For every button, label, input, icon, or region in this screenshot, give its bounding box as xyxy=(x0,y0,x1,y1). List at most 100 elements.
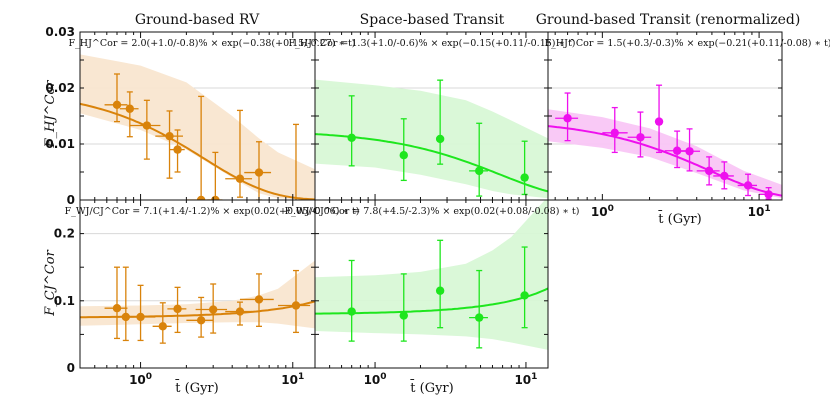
plot-area xyxy=(548,32,782,200)
data-point-3 xyxy=(435,239,445,329)
data-marker xyxy=(173,145,182,154)
data-marker xyxy=(254,168,264,177)
data-marker xyxy=(165,131,174,141)
data-point-9 xyxy=(244,141,272,200)
data-point-8 xyxy=(225,301,253,326)
plot-area xyxy=(80,233,315,344)
y-tick-label: 0 xyxy=(67,193,75,207)
data-point-9 xyxy=(737,173,758,197)
data-point-6 xyxy=(677,128,701,172)
x-tick-label: 100 xyxy=(591,204,614,219)
data-point-4 xyxy=(654,84,664,154)
panel-rv-hot-jupiter: 0 0.01 0.02 0.03 xyxy=(45,25,316,207)
data-point-1 xyxy=(555,92,579,142)
fit-formula-rv-hj: F_HJ^Cor = 2.0(+1.0/-0.8)% × exp(−0.38(+… xyxy=(68,38,355,49)
data-marker xyxy=(112,100,122,110)
data-point-7 xyxy=(195,283,228,334)
data-point-8 xyxy=(713,161,734,190)
data-point-10 xyxy=(278,269,311,334)
data-marker xyxy=(142,121,152,130)
data-marker xyxy=(196,195,206,200)
data-marker xyxy=(704,166,714,176)
data-marker xyxy=(173,304,182,314)
fit-formula-space-cj: F_WJ/CJ^Cor = 7.8(+4.5/-2.3)% × exp(0.02… xyxy=(285,206,580,217)
data-point-4 xyxy=(152,302,172,344)
x-axis-label-rv: t̄ (Gyr) xyxy=(175,379,219,396)
data-point-3 xyxy=(121,284,156,342)
panel-space-hot-jupiter xyxy=(314,31,549,201)
data-marker xyxy=(235,307,245,316)
data-marker xyxy=(654,117,664,126)
data-marker xyxy=(291,301,301,310)
confidence-band xyxy=(80,54,315,200)
data-marker xyxy=(208,305,218,314)
panel-rv-cold-jupiter: 0 0.1 0.2 100 101 xyxy=(54,199,316,387)
data-point-5 xyxy=(169,129,185,173)
fit-curve xyxy=(548,125,782,197)
confidence-band xyxy=(315,79,548,199)
data-point-6 xyxy=(186,296,214,338)
data-point-10 xyxy=(292,123,299,200)
fit-formula-space-hj: F_HJ^Cor = 1.3(+1.0/-0.6)% × exp(−0.15(+… xyxy=(288,38,575,49)
data-marker xyxy=(563,114,572,123)
panel-frame xyxy=(314,199,549,369)
data-point-4 xyxy=(469,122,488,197)
data-point-5 xyxy=(520,140,529,196)
y-tick-label: 0.2 xyxy=(54,227,75,241)
data-point-5 xyxy=(520,246,529,329)
panel-space-cold-jupiter: 100 101 xyxy=(314,199,549,387)
x-tick-label: 100 xyxy=(364,372,387,387)
data-point-2 xyxy=(116,266,134,342)
data-point-3 xyxy=(435,79,445,165)
fit-formula-ground-hj: F_HJ^Cor = 1.5(+0.3/-0.3)% × exp(−0.21(+… xyxy=(544,38,830,49)
data-marker xyxy=(254,295,264,304)
data-marker xyxy=(235,174,245,183)
y-tick-label: 0.02 xyxy=(45,81,75,95)
data-point-8 xyxy=(225,109,253,198)
x-axis-label-ground: t̄ (Gyr) xyxy=(658,210,702,227)
data-point-1 xyxy=(347,259,356,342)
data-marker xyxy=(743,181,753,190)
data-marker xyxy=(399,311,408,320)
data-point-4 xyxy=(155,110,183,179)
data-point-2 xyxy=(399,273,408,342)
x-tick-label: 101 xyxy=(281,372,304,387)
x-tick-label: 101 xyxy=(514,372,537,387)
data-marker xyxy=(136,312,145,322)
data-marker xyxy=(720,171,729,181)
panel-title-rv: Ground-based RV xyxy=(135,12,260,28)
data-point-10 xyxy=(759,187,777,200)
data-point-4 xyxy=(469,269,488,349)
data-point-6 xyxy=(186,95,214,200)
data-marker xyxy=(347,133,356,143)
data-marker xyxy=(112,303,122,313)
data-point-1 xyxy=(104,266,128,340)
data-point-9 xyxy=(239,273,274,327)
y-tick-label: 0 xyxy=(67,361,75,375)
data-marker xyxy=(125,104,135,113)
data-point-3 xyxy=(627,111,652,158)
y-tick-label: 0.03 xyxy=(45,25,75,39)
data-point-1 xyxy=(347,95,356,167)
panel-title-ground: Ground-based Transit (renormalized) xyxy=(536,12,801,28)
panel-title-space: Space-based Transit xyxy=(360,12,505,28)
data-marker xyxy=(399,151,408,160)
x-axis-label-space: t̄ (Gyr) xyxy=(410,379,454,396)
data-marker xyxy=(347,307,356,316)
fit-formula-rv-cj: F_WJ/CJ^Cor = 7.1(+1.4/-1.2)% × exp(0.02… xyxy=(65,206,360,217)
data-marker xyxy=(158,322,168,331)
x-tick-label: 100 xyxy=(129,372,152,387)
data-marker xyxy=(636,133,645,142)
data-marker xyxy=(435,286,445,295)
data-point-1 xyxy=(104,73,128,123)
plot-area xyxy=(315,200,548,350)
confidence-band xyxy=(315,200,548,350)
data-marker xyxy=(520,173,529,182)
fit-curve xyxy=(80,102,315,200)
data-point-7 xyxy=(696,156,720,186)
panel-ground-hot-jupiter: 100 101 xyxy=(547,31,783,219)
y-axis-label-hj: F_HJ^Cor xyxy=(43,80,58,149)
data-marker xyxy=(610,128,619,137)
data-point-5 xyxy=(167,286,187,334)
